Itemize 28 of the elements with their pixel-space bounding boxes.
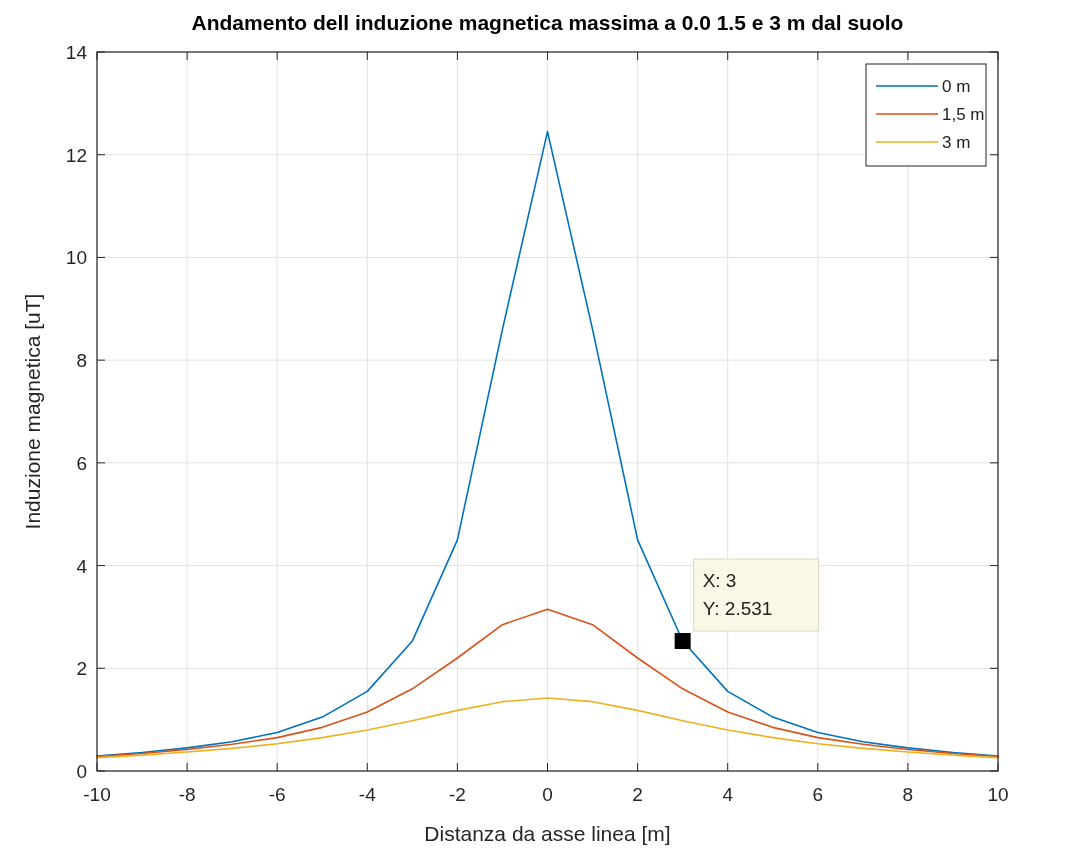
x-axis-title: Distanza da asse linea [m] (424, 822, 671, 845)
y-tick-label: 4 (76, 555, 88, 577)
y-tick-label: 12 (65, 144, 87, 166)
y-tick-label: 0 (76, 761, 87, 782)
y-tick-label: 2 (76, 658, 87, 680)
x-tick-label: 0 (542, 784, 553, 805)
x-tick-label: -10 (83, 784, 111, 805)
legend-label: 3 m (942, 133, 971, 152)
x-tick-label: 8 (902, 784, 914, 805)
x-tick-label: 10 (987, 784, 1009, 805)
x-tick-label: 4 (722, 784, 734, 805)
y-tick-label: 14 (65, 42, 88, 63)
x-tick-label: -6 (268, 784, 286, 805)
x-tick-label: -2 (448, 784, 466, 805)
y-tick-label: 6 (76, 452, 87, 474)
x-tick-label: -4 (358, 784, 377, 805)
legend-label: 0 m (942, 77, 971, 96)
y-tick-label: 10 (65, 247, 87, 269)
line-series (96, 697, 999, 759)
x-tick-label: 6 (812, 784, 824, 805)
y-axis-title: Induzione magnetica [uT] (21, 293, 44, 530)
line-series (96, 130, 999, 757)
x-tick-label: 2 (632, 784, 643, 805)
annotation: X: 3 Y: 2.531 (702, 570, 773, 620)
legend-label: 1,5 m (942, 105, 985, 124)
x-tick-label: -8 (178, 784, 196, 805)
chart-title: Andamento dell induzione magnetica massima a 0.0 1.5 e 3 m dal suolo (191, 11, 904, 34)
y-tick-label: 8 (76, 350, 87, 372)
